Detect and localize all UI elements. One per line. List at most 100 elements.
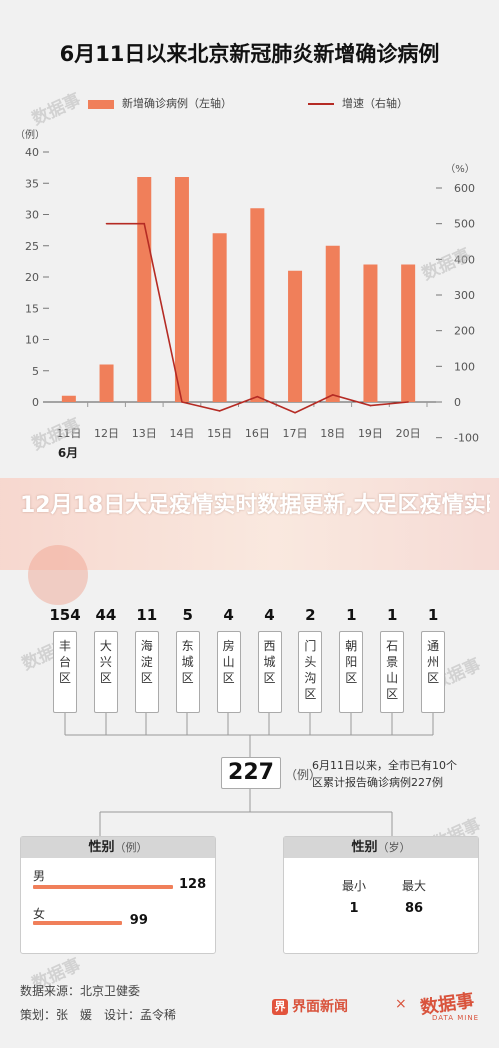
age-min-value: 1 bbox=[349, 901, 359, 916]
left-axis-tick-label: 25 bbox=[25, 240, 39, 253]
district-count: 4 bbox=[223, 606, 234, 624]
district-count: 2 bbox=[305, 606, 316, 624]
x-axis-tick-label: 20日 bbox=[396, 427, 421, 440]
left-axis-tick-label: 5 bbox=[32, 365, 39, 378]
combo-chart: 0 5 10 15 20 25 30 35 40 （例） -100 0 100 200 300 400 500 6… bbox=[15, 128, 479, 460]
bar bbox=[99, 364, 114, 402]
bar bbox=[401, 264, 416, 402]
district-name: 海淀区 bbox=[134, 631, 159, 713]
left-axis-tick-label: 15 bbox=[25, 302, 39, 315]
age-title: 性别 bbox=[351, 840, 378, 855]
district-count: 1 bbox=[427, 606, 439, 624]
brand-icon: 界 bbox=[272, 999, 288, 1015]
x-axis-tick-label: 12日 bbox=[94, 427, 119, 440]
right-axis-tick-label: 0 bbox=[454, 396, 461, 409]
total-count: 227 bbox=[221, 757, 281, 789]
total-note: 6月11日以来，全市已有10个 区累计报告确诊病例227例 bbox=[312, 757, 457, 791]
right-axis-tick-label: -100 bbox=[454, 432, 479, 445]
female-value: 99 bbox=[129, 913, 148, 928]
right-axis-tick-label: 300 bbox=[454, 289, 475, 302]
age-unit: （岁） bbox=[377, 841, 411, 854]
banner-headline[interactable]: 12月18日大足疫情实时数据更新,大足区疫情实时数据更新报 bbox=[20, 493, 490, 518]
legend-bar-label: 新增确诊病例（左轴） bbox=[122, 97, 232, 110]
x-axis-tick-label: 13日 bbox=[132, 427, 157, 440]
bar bbox=[61, 395, 76, 402]
growth-point bbox=[331, 394, 334, 396]
district-count: 11 bbox=[136, 606, 158, 624]
district-count: 1 bbox=[346, 606, 357, 624]
male-value: 128 bbox=[179, 877, 207, 892]
x-axis-tick-label: 14日 bbox=[169, 427, 194, 440]
x-axis-tick-label: 11日 bbox=[56, 427, 81, 440]
right-axis-tick-label: 600 bbox=[454, 182, 475, 195]
bar bbox=[325, 245, 340, 402]
legend-line: 增速（右轴） bbox=[308, 95, 408, 111]
district-count: 5 bbox=[182, 606, 193, 624]
district-count: 154 bbox=[49, 606, 81, 624]
legend-bar: 新增确诊病例（左轴） bbox=[88, 95, 232, 111]
total-note-line2: 区累计报告确诊病例227例 bbox=[312, 776, 443, 789]
growth-point bbox=[181, 401, 183, 403]
right-axis-tick-label: 200 bbox=[454, 325, 475, 338]
district-count: 1 bbox=[386, 606, 398, 624]
bar bbox=[250, 208, 265, 402]
bar bbox=[137, 177, 152, 402]
x-axis-month-label: 6月 bbox=[58, 446, 78, 460]
age-min-label: 最小 bbox=[341, 879, 366, 893]
age-panel: 性别（岁） 最小 最大 1 86 bbox=[283, 836, 479, 954]
bar bbox=[212, 233, 227, 402]
credits: 策划：张 媛 设计：孟令稀 bbox=[20, 1008, 177, 1022]
total-note-line1: 6月11日以来，全市已有10个 bbox=[312, 759, 457, 772]
district-name: 房山区 bbox=[216, 631, 241, 713]
male-label: 男 bbox=[33, 869, 46, 883]
district-name: 西城区 bbox=[257, 631, 282, 713]
gender-unit: （例） bbox=[114, 841, 148, 854]
right-axis-tick-label: 500 bbox=[454, 218, 475, 231]
growth-point bbox=[105, 222, 108, 225]
brand-separator: × bbox=[395, 996, 407, 1012]
district-name: 石景山区 bbox=[380, 631, 405, 713]
right-axis-tick-label: 400 bbox=[454, 253, 475, 266]
x-axis-tick-label: 19日 bbox=[358, 427, 383, 440]
x-axis-tick-label: 15日 bbox=[207, 427, 232, 440]
legend-line-label: 增速（右轴） bbox=[342, 97, 408, 110]
district-count: 44 bbox=[95, 606, 117, 624]
bar bbox=[363, 264, 378, 402]
x-axis-tick-label: 18日 bbox=[320, 427, 345, 440]
x-axis-tick-label: 16日 bbox=[245, 427, 270, 440]
growth-point bbox=[294, 411, 296, 414]
age-panel-header: 性别（岁） bbox=[284, 837, 478, 858]
brand-name: 界面新闻 bbox=[292, 999, 348, 1015]
growth-point bbox=[369, 404, 372, 407]
gender-panel-header: 性别（例） bbox=[21, 837, 215, 858]
left-axis-tick-label: 40 bbox=[25, 146, 39, 159]
chart-title: 6月11日以来北京新冠肺炎新增确诊病例 bbox=[59, 42, 440, 66]
banner-circle-decoration bbox=[28, 545, 88, 605]
growth-point bbox=[143, 222, 146, 225]
female-bar bbox=[33, 921, 122, 925]
left-axis-unit: （例） bbox=[15, 128, 45, 141]
bar bbox=[174, 177, 189, 402]
district-name: 通州区 bbox=[421, 631, 446, 713]
total-unit: （例） bbox=[285, 768, 322, 782]
right-axis-unit: （%） bbox=[445, 163, 475, 175]
data-source: 数据来源：北京卫健委 bbox=[20, 984, 141, 998]
left-axis-tick-label: 20 bbox=[25, 271, 39, 284]
district-name: 东城区 bbox=[175, 631, 200, 713]
right-axis-tick-label: 100 bbox=[454, 360, 475, 373]
growth-point bbox=[256, 395, 259, 398]
legend-line-swatch bbox=[308, 103, 334, 105]
headline-banner[interactable] bbox=[0, 478, 499, 570]
left-axis-tick-label: 35 bbox=[25, 177, 39, 190]
gender-title: 性别 bbox=[88, 840, 115, 855]
legend-bar-swatch bbox=[88, 99, 114, 109]
partner-logo-sub: DATA MINE bbox=[432, 1014, 480, 1022]
age-max-value: 86 bbox=[404, 901, 424, 916]
district-name: 大兴区 bbox=[93, 631, 118, 713]
female-label: 女 bbox=[33, 907, 46, 921]
left-axis-tick-label: 0 bbox=[32, 396, 39, 409]
district-name: 朝阳区 bbox=[339, 631, 364, 713]
brand-logo[interactable]: 界界面新闻 bbox=[272, 996, 348, 1016]
district-name: 丰台区 bbox=[53, 631, 77, 713]
